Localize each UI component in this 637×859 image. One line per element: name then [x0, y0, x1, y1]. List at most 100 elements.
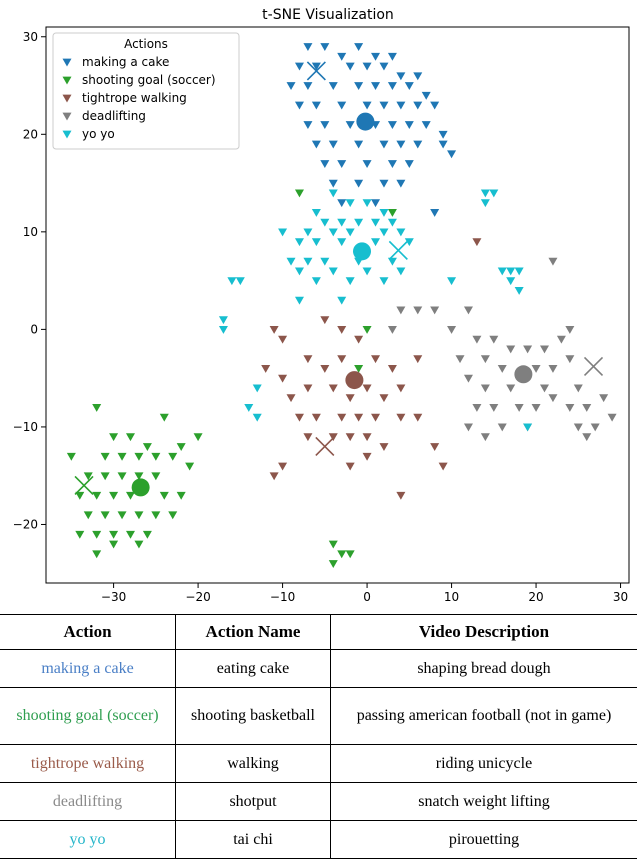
data-point — [337, 355, 347, 364]
data-point — [328, 384, 338, 393]
data-point — [497, 423, 507, 432]
data-point — [548, 394, 558, 403]
data-point — [345, 199, 355, 208]
data-point — [286, 82, 296, 91]
data-point — [354, 179, 364, 188]
data-point — [303, 355, 313, 364]
data-point — [303, 433, 313, 442]
data-point — [387, 52, 397, 61]
action-name-cell: shotput — [175, 782, 331, 821]
data-point — [387, 208, 397, 217]
data-point — [472, 238, 482, 247]
data-point — [320, 121, 330, 130]
legend-marker — [62, 94, 72, 103]
data-point — [337, 326, 347, 334]
data-point — [565, 404, 575, 412]
data-point — [379, 62, 389, 71]
data-point — [345, 277, 355, 286]
data-point — [413, 413, 423, 422]
data-point — [269, 472, 279, 481]
data-point — [125, 433, 135, 442]
action-name-cell: tai chi — [175, 820, 331, 859]
data-point — [573, 423, 583, 432]
data-point — [176, 491, 186, 500]
data-point — [396, 384, 406, 393]
data-point — [134, 540, 144, 549]
data-point — [396, 179, 406, 188]
data-point — [387, 82, 397, 91]
data-point — [413, 72, 423, 81]
data-point — [354, 218, 364, 227]
data-point — [261, 365, 271, 373]
data-point — [354, 140, 364, 149]
centroid-marker — [131, 478, 150, 497]
legend-marker — [62, 58, 72, 67]
data-point — [320, 43, 330, 52]
data-point — [142, 443, 152, 451]
data-point — [227, 277, 237, 286]
series-deadlifting — [387, 257, 617, 442]
data-point — [455, 355, 465, 364]
data-point — [362, 62, 372, 71]
data-point — [151, 472, 161, 481]
data-point — [75, 530, 85, 539]
data-point — [497, 365, 507, 373]
data-point — [109, 530, 119, 539]
data-point — [565, 326, 575, 334]
y-tick-label: −20 — [13, 517, 38, 531]
y-tick-label: 30 — [23, 30, 38, 44]
data-point — [430, 208, 440, 217]
legend-marker — [62, 130, 72, 139]
x-tick-label: −10 — [270, 590, 295, 604]
data-point — [421, 121, 431, 130]
data-point — [100, 452, 110, 461]
x-tick-label: 30 — [613, 590, 628, 604]
data-point — [117, 452, 127, 461]
data-point — [278, 462, 288, 471]
centroid-marker — [353, 242, 372, 261]
data-point — [278, 228, 288, 237]
data-point — [303, 257, 313, 266]
data-point — [387, 326, 397, 334]
data-point — [438, 130, 448, 139]
x-tick-label: 20 — [528, 590, 543, 604]
data-point — [303, 82, 313, 91]
data-point — [362, 160, 372, 169]
data-point — [176, 443, 186, 451]
data-point — [159, 413, 169, 422]
data-point — [413, 140, 423, 149]
data-point — [396, 101, 406, 110]
data-point — [294, 189, 304, 198]
data-point — [311, 101, 321, 110]
data-point — [421, 91, 431, 100]
data-point — [328, 560, 338, 568]
data-point — [463, 374, 473, 383]
data-point — [362, 101, 372, 110]
data-point — [506, 267, 516, 276]
action-cell: deadlifting — [0, 782, 176, 821]
data-point — [66, 452, 76, 461]
video-description-cell: passing american football (not in game) — [329, 687, 637, 745]
video-description-cell: riding unicycle — [329, 744, 637, 783]
data-point — [514, 267, 524, 276]
data-point — [92, 491, 102, 500]
data-point — [404, 82, 414, 91]
data-point — [92, 404, 102, 412]
x-tick-label: −20 — [185, 590, 210, 604]
data-point — [489, 335, 499, 344]
data-point — [489, 404, 499, 412]
x-axis: −30 −20 −10 0 10 20 30 — [101, 583, 628, 604]
data-point — [125, 530, 135, 539]
data-point — [480, 384, 490, 393]
data-point — [371, 52, 381, 61]
data-point — [218, 326, 228, 334]
series-making-a-cake — [286, 43, 457, 217]
data-point — [337, 550, 347, 559]
data-point — [556, 335, 566, 344]
data-point — [447, 326, 457, 334]
data-point — [379, 208, 389, 217]
data-point — [506, 345, 516, 354]
data-point — [303, 228, 313, 237]
legend-title: Actions — [124, 37, 168, 51]
data-point — [379, 101, 389, 110]
